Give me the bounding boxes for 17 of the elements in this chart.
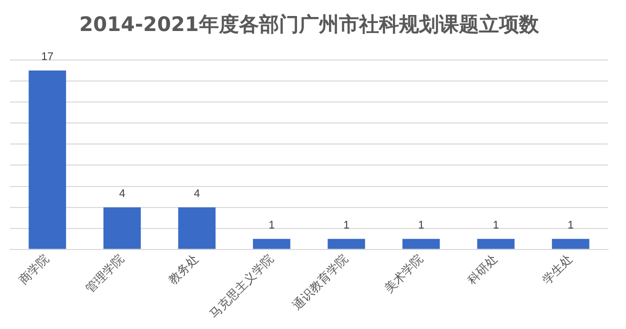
data-label: 1 (492, 219, 499, 232)
data-label: 4 (119, 188, 126, 200)
data-label: 1 (268, 219, 275, 232)
x-tick-label: 学生处 (540, 252, 575, 288)
x-tick-label: 美术学院 (382, 252, 426, 296)
data-label: 4 (194, 188, 200, 200)
x-tick-label: 商学院 (16, 252, 52, 288)
data-label: 1 (343, 219, 350, 232)
x-tick-label: 马克思主义学院 (206, 252, 276, 322)
x-tick-label: 管理学院 (82, 252, 126, 296)
chart-title: 2014-2021年度各部门广州市社科规划课题立项数 (79, 12, 540, 36)
data-label: 1 (418, 219, 424, 232)
x-tick-label: 科研处 (464, 252, 500, 288)
data-label: 17 (41, 51, 54, 64)
x-tick-label: 通识教育学院 (290, 252, 351, 313)
data-label: 1 (568, 219, 574, 232)
x-tick-label: 教务处 (166, 252, 202, 288)
